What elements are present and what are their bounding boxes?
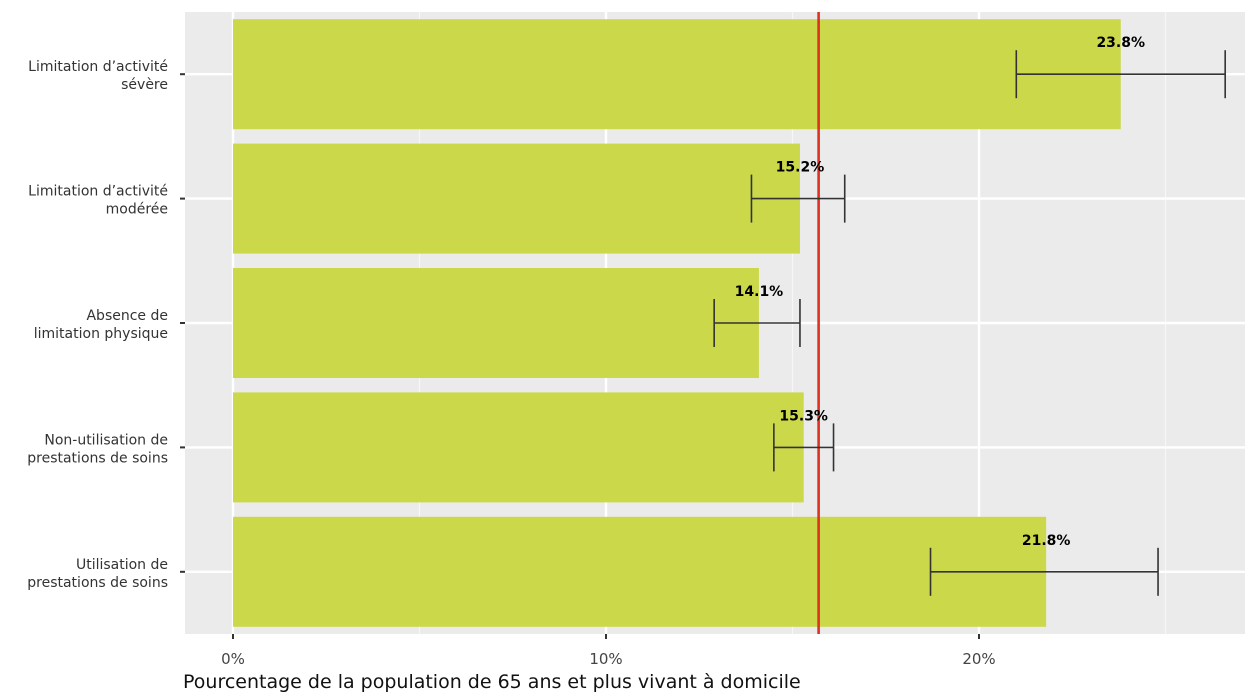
bars (233, 19, 1121, 627)
data-label: 15.3% (779, 408, 828, 424)
x-axis-title: Pourcentage de la population de 65 ans e… (183, 671, 801, 693)
x-tick-label: 10% (589, 650, 622, 668)
y-ticks (180, 73, 185, 573)
x-ticks: 0% 10% 20% (221, 634, 996, 668)
category-label: Absence de limitation physique (34, 308, 168, 342)
bar (233, 392, 804, 503)
bar (233, 268, 759, 378)
value-labels: 23.8% 15.2% 14.1% 15.3% 21.8% (735, 35, 1145, 549)
data-label: 14.1% (735, 284, 784, 300)
category-label: Non-utilisation de prestations de soins (27, 432, 168, 466)
category-labels: Limitation d’activité sévère Limitation d’… (27, 59, 168, 591)
data-label: 21.8% (1022, 533, 1071, 549)
x-tick-label: 0% (221, 650, 245, 668)
data-label: 23.8% (1096, 35, 1145, 51)
category-label: Utilisation de prestations de soins (27, 557, 168, 591)
data-label: 15.2% (776, 160, 825, 176)
category-label: Limitation d’activité modérée (28, 184, 168, 218)
bar (233, 516, 1047, 627)
bar (233, 143, 800, 254)
category-label: Limitation d’activité sévère (28, 59, 168, 93)
error-bars (713, 50, 1226, 596)
x-tick-label: 20% (962, 650, 995, 668)
bar (233, 19, 1121, 130)
